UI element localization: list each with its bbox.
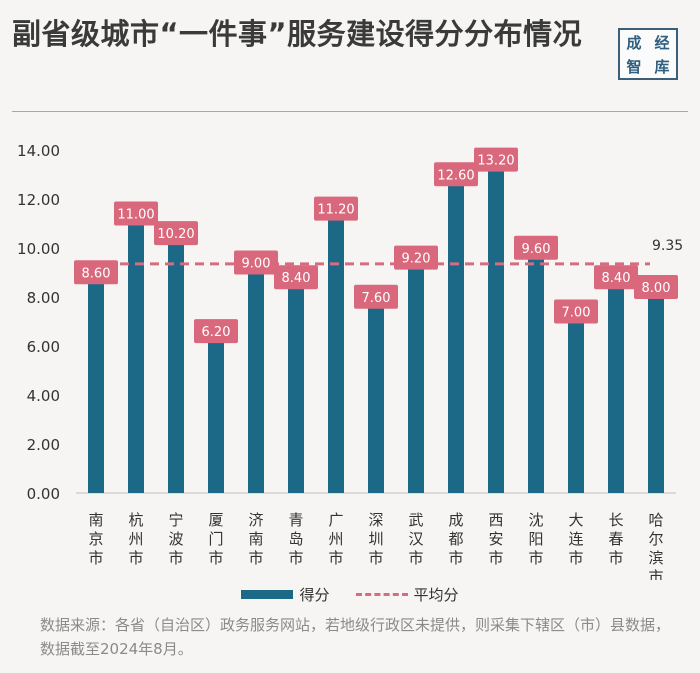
- value-label-box: [394, 245, 438, 270]
- average-value-label: 9.35: [652, 238, 683, 254]
- value-label-box: [74, 260, 118, 285]
- bar: [368, 306, 384, 493]
- value-label-box: [234, 250, 278, 275]
- bar: [128, 223, 144, 493]
- value-label-box: [594, 265, 638, 290]
- value-label-box: [434, 162, 478, 187]
- value-label: 12.60: [437, 168, 474, 183]
- y-tick-label: 4.00: [27, 387, 60, 405]
- value-label-box: [314, 196, 358, 221]
- x-tick-label: 青岛市: [288, 511, 303, 567]
- x-tick-label: 哈尔滨市: [648, 511, 663, 580]
- bar: [168, 243, 184, 493]
- value-label: 9.60: [522, 242, 551, 257]
- x-tick-label: 杭州市: [128, 511, 143, 567]
- value-label-box: [274, 265, 318, 290]
- value-label-box: [634, 275, 678, 299]
- y-tick-label: 6.00: [27, 338, 60, 356]
- x-tick-label: 济南市: [248, 511, 263, 567]
- x-tick-label: 武汉市: [408, 511, 423, 567]
- x-tick-label: 西安市: [488, 511, 503, 567]
- value-label: 8.40: [602, 271, 631, 286]
- x-tick-label: 深圳市: [368, 511, 383, 567]
- value-label: 11.00: [117, 208, 154, 223]
- legend-label-average: 平均分: [413, 586, 459, 604]
- value-label: 10.20: [157, 227, 194, 242]
- x-tick-label: 厦门市: [208, 511, 223, 567]
- bar: [528, 257, 544, 493]
- legend-item-average: 平均分: [355, 584, 459, 605]
- x-tick-label: 宁波市: [168, 511, 183, 567]
- value-label: 9.00: [242, 257, 271, 272]
- bar: [488, 169, 504, 493]
- value-label: 7.00: [562, 306, 591, 321]
- value-label-box: [114, 201, 158, 226]
- title-divider: [12, 111, 688, 112]
- x-tick-label: 广州市: [328, 511, 343, 567]
- bar: [408, 267, 424, 493]
- x-tick-label: 成都市: [448, 511, 463, 567]
- logo-char: 智: [626, 57, 642, 76]
- bar: [208, 341, 224, 493]
- bar-swatch: [241, 590, 294, 599]
- y-tick-label: 10.00: [17, 240, 60, 258]
- bar: [608, 287, 624, 493]
- x-tick-label: 南京市: [88, 511, 103, 567]
- legend-item-score: 得分: [241, 584, 330, 605]
- value-label: 7.60: [362, 291, 391, 306]
- bar: [448, 184, 464, 494]
- value-label: 8.00: [642, 281, 671, 296]
- bar: [648, 297, 664, 493]
- value-label-box: [354, 284, 398, 309]
- source-note: 数据来源：各省（自治区）政务服务网站，若地级行政区未提供，则采集下辖区（市）县数…: [40, 616, 671, 658]
- value-label-box: [514, 235, 558, 260]
- value-label: 11.20: [317, 203, 354, 218]
- value-label: 8.40: [282, 271, 311, 286]
- bar-chart: 0.00 2.00 4.00 6.00 8.00 10.00 12.00 14.00 9.35 8…: [17, 142, 683, 580]
- value-label: 13.20: [477, 154, 514, 169]
- y-tick-label: 12.00: [17, 191, 60, 209]
- logo-char: 经: [654, 33, 670, 52]
- bar: [288, 287, 304, 493]
- logo-char: 成: [626, 33, 642, 52]
- legend: 得分 平均分: [0, 584, 700, 605]
- chart-title: 副省级城市“一件事”服务建设得分分布情况: [12, 17, 583, 51]
- y-tick-label: 0.00: [27, 485, 60, 503]
- y-tick-label: 14.00: [17, 142, 60, 160]
- y-tick-label: 2.00: [27, 436, 60, 454]
- logo-char: 库: [654, 57, 670, 76]
- value-label: 6.20: [202, 325, 231, 340]
- value-label: 8.60: [82, 266, 111, 281]
- bar: [328, 218, 344, 493]
- value-label-box: [194, 319, 238, 344]
- dashed-line-swatch: [355, 593, 408, 596]
- legend-label-score: 得分: [299, 586, 330, 604]
- value-label: 9.20: [402, 252, 431, 267]
- brand-logo: 成 经 智 库: [618, 28, 678, 80]
- bar: [248, 272, 264, 493]
- x-tick-label: 大连市: [568, 511, 583, 567]
- value-label-box: [554, 299, 598, 324]
- x-tick-label: 长春市: [608, 511, 623, 567]
- bar: [568, 321, 584, 493]
- bar: [88, 282, 104, 493]
- y-tick-label: 8.00: [27, 289, 60, 307]
- x-tick-label: 沈阳市: [528, 511, 543, 567]
- value-label-box: [474, 147, 518, 172]
- value-label-box: [154, 221, 198, 246]
